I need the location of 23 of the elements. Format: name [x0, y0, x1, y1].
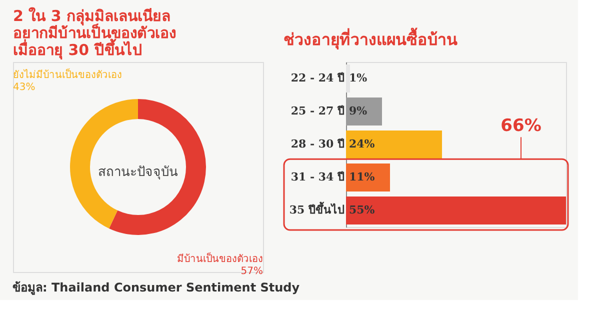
- bar: [346, 130, 442, 159]
- data-label: 55%: [349, 204, 376, 216]
- data-label: 57%: [240, 266, 263, 277]
- y-tick-label: 28 - 30 ปี: [290, 138, 344, 150]
- text: ข้อมูล: Thailand Consumer Sentiment Study: [12, 280, 300, 296]
- data-label: 11%: [349, 170, 376, 184]
- text: สถานะปัจจุบัน: [98, 165, 178, 180]
- data-label: 43%: [13, 82, 36, 93]
- slice-label: มีบ้านเป็นของตัวเอง: [177, 251, 263, 265]
- annotation: 66%: [500, 116, 542, 136]
- y-tick-label: 22 - 24 ปี: [290, 72, 344, 84]
- bar: [346, 196, 566, 225]
- chart-title: 2 ใน 3 กลุ่มมิลเลนเนียล อยากมีบ้านเป็นของตัวเอง เมื่ออายุ 30 ปีขึ้นไป: [13, 7, 176, 60]
- bar: [346, 97, 382, 126]
- y-tick-label: 35 ปีขึ้นไป: [289, 202, 344, 216]
- chart-title: ช่วงอายุที่วางแผนซื้อบ้าน: [283, 27, 458, 50]
- data-label: 9%: [349, 104, 368, 118]
- y-tick-label: 25 - 27 ปี: [290, 104, 344, 118]
- bar: [346, 163, 390, 192]
- data-label: 24%: [349, 138, 376, 150]
- slice-label: ยังไม่มีบ้านเป็นของตัวเอง: [13, 67, 122, 81]
- data-label: 1%: [349, 72, 368, 84]
- y-tick-label: 31 - 34 ปี: [290, 170, 344, 184]
